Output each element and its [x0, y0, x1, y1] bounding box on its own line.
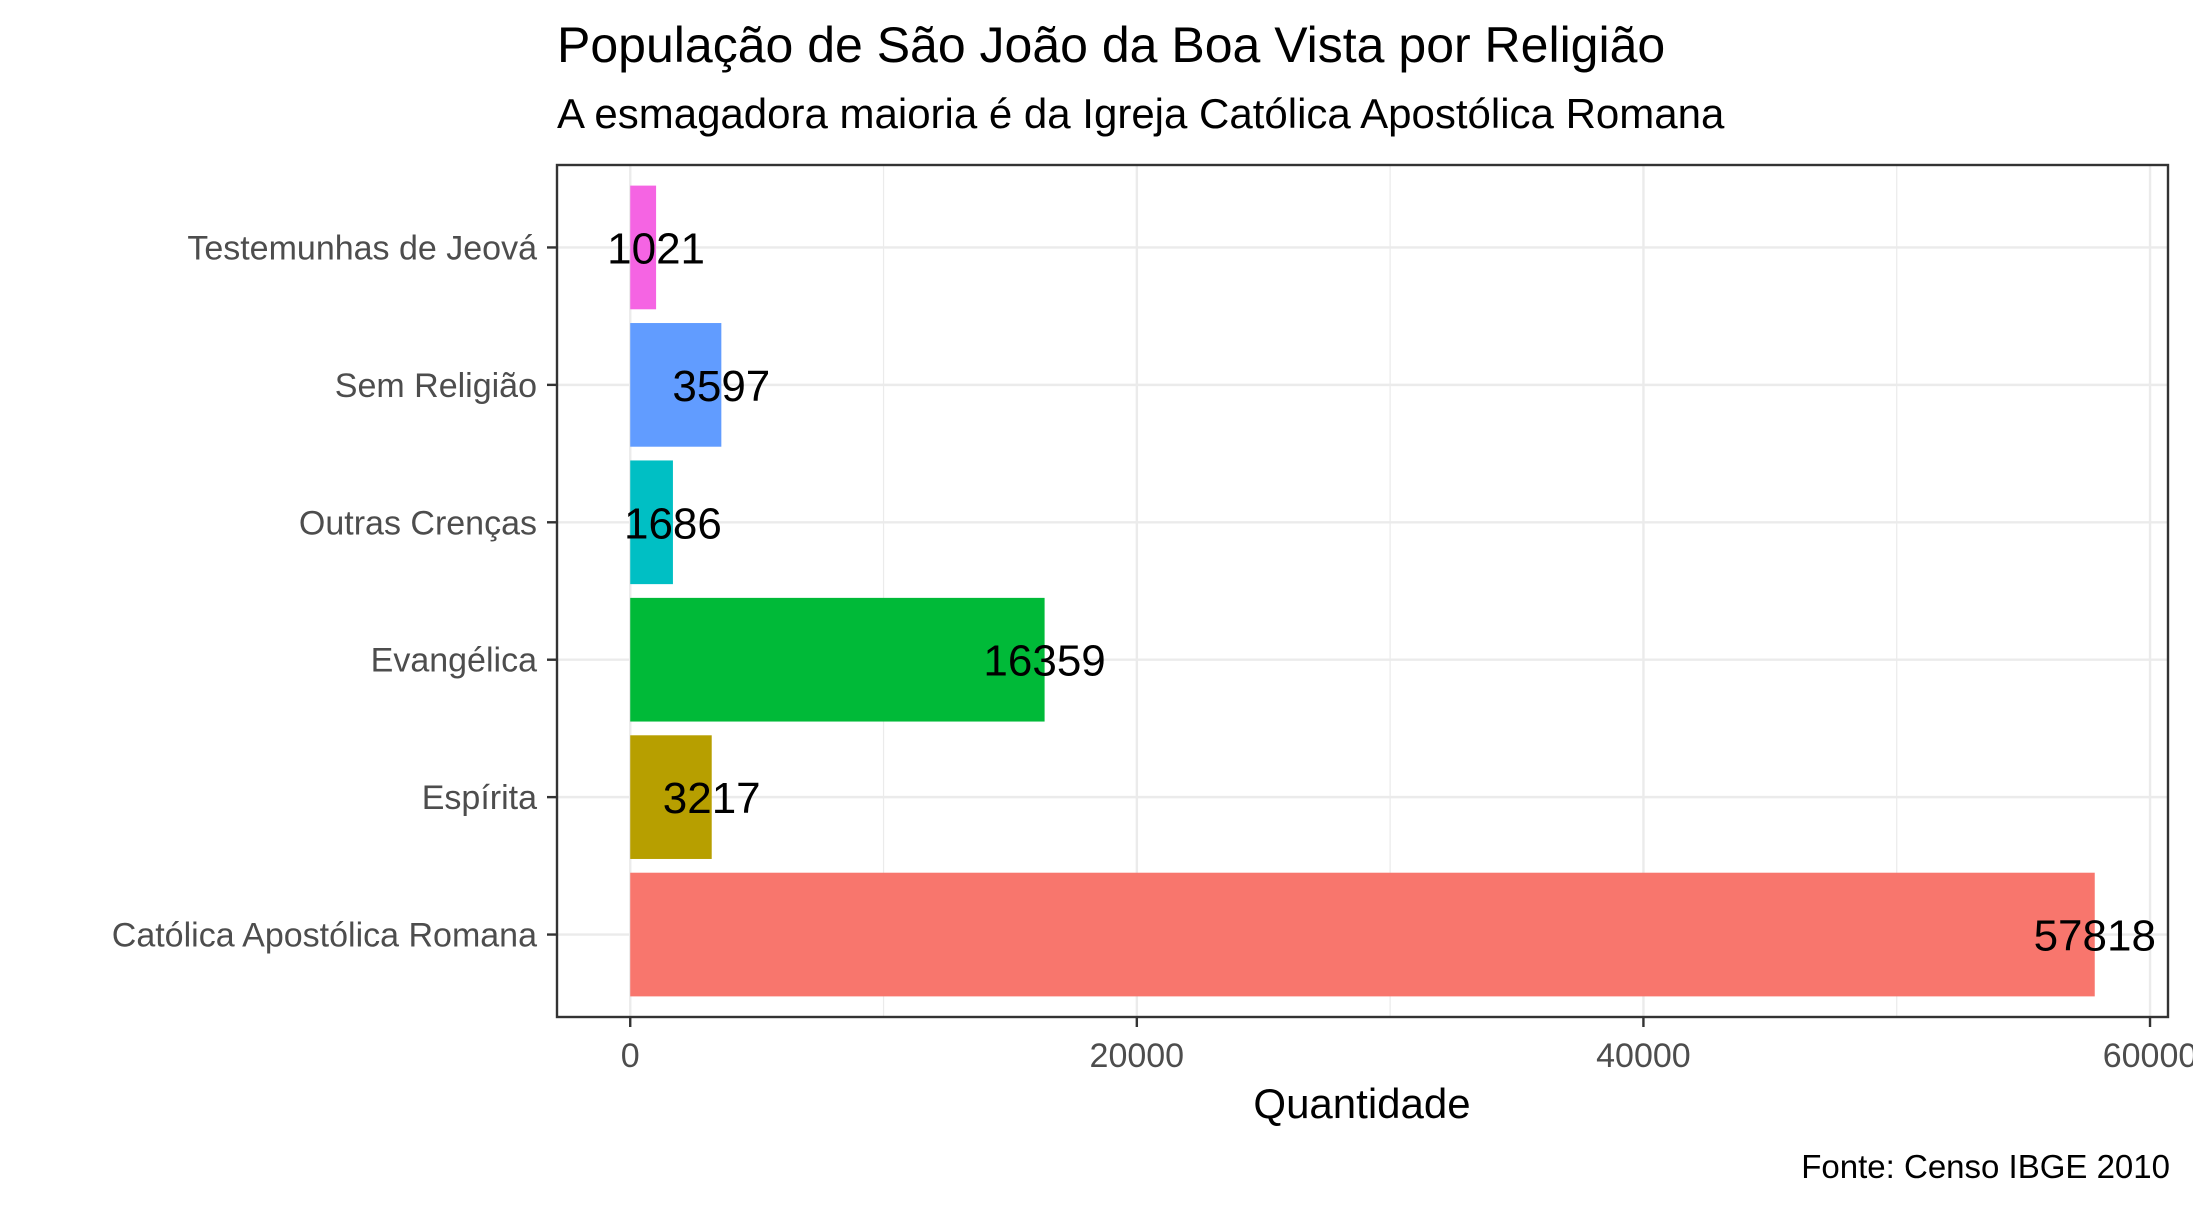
bar [630, 597, 1045, 722]
data-label: 1686 [624, 499, 722, 548]
y-tick-label: Testemunhas de Jeová [187, 229, 537, 267]
x-tick-label: 20000 [1090, 1037, 1185, 1075]
data-label: 3597 [672, 362, 770, 411]
plot-panel: 57818 3217 16359 1686 3597 1021 [555, 163, 2170, 1019]
x-tick-label: 60000 [2103, 1037, 2193, 1075]
chart-title: População de São João da Boa Vista por R… [557, 17, 1665, 73]
data-labels: 57818 3217 16359 1686 3597 1021 [607, 224, 2156, 960]
x-tick-label: 0 [621, 1037, 640, 1075]
x-axis: 0 20000 40000 60000 [621, 1017, 2193, 1075]
y-tick-label: Sem Religião [335, 367, 537, 405]
bars [630, 185, 2095, 997]
bar [630, 735, 712, 859]
grid-lines [557, 165, 2168, 1017]
bar [630, 872, 2095, 997]
y-tick-label: Outras Crenças [299, 504, 537, 542]
bar [630, 185, 657, 310]
data-label: 3217 [663, 774, 761, 823]
chart-caption: Fonte: Censo IBGE 2010 [1801, 1148, 2170, 1185]
bar [630, 460, 673, 585]
panel-border [555, 163, 2170, 1019]
data-label: 57818 [2034, 912, 2156, 961]
bar [630, 323, 722, 447]
data-label: 1021 [607, 224, 705, 273]
data-label: 16359 [983, 637, 1105, 686]
x-tick-label: 40000 [1596, 1037, 1691, 1075]
y-tick-label: Católica Apostólica Romana [112, 917, 537, 955]
y-axis: Católica Apostólica Romana Espírita Evangé… [112, 229, 557, 955]
y-tick-label: Espírita [422, 779, 537, 817]
chart-subtitle: A esmagadora maioria é da Igreja Católic… [557, 90, 1725, 137]
y-tick-label: Evangélica [371, 642, 537, 680]
x-axis-title: Quantidade [1253, 1080, 1470, 1127]
